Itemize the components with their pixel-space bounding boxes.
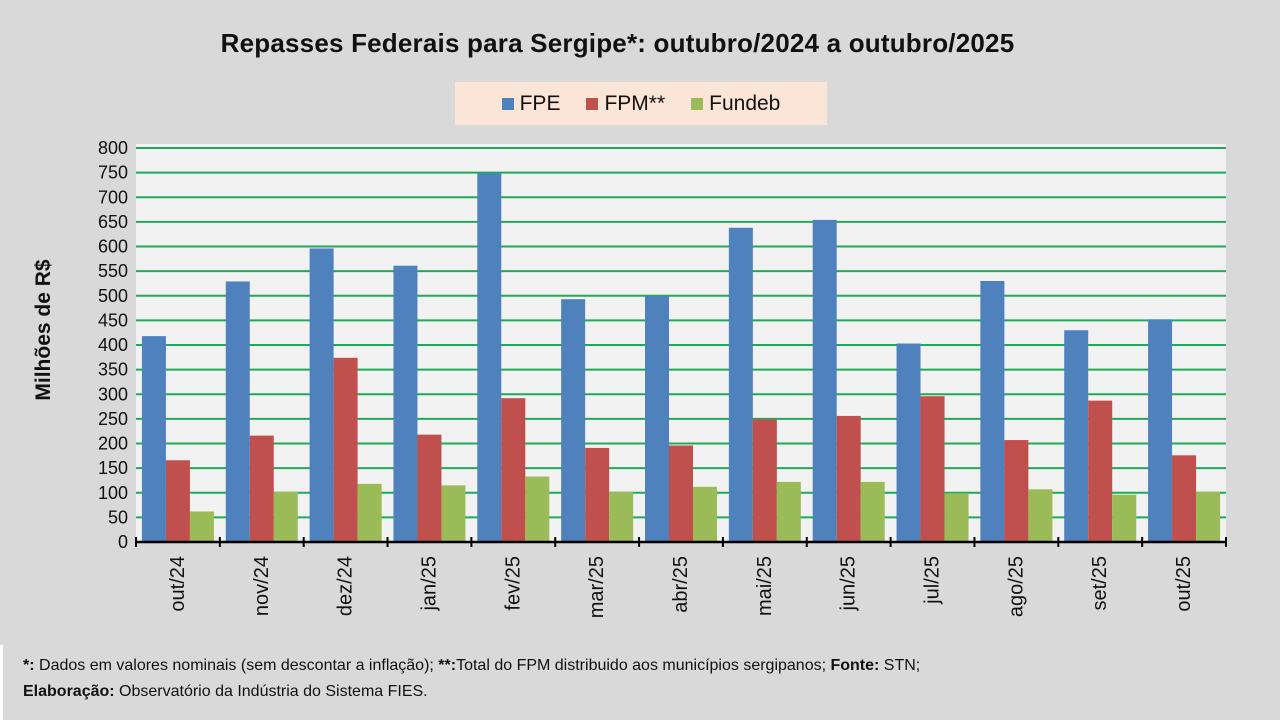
legend-item-fpm: FPM** bbox=[586, 92, 665, 116]
y-tick-label: 150 bbox=[98, 458, 128, 478]
legend-item-fpe: FPE bbox=[501, 91, 561, 116]
bar-fpm-fev-25 bbox=[501, 398, 526, 542]
x-tick-label: nov/24 bbox=[251, 556, 273, 616]
y-tick-label: 500 bbox=[98, 286, 128, 306]
bar-fpe-abr-25 bbox=[645, 296, 669, 542]
bar-fundeb-set-25 bbox=[1112, 494, 1137, 542]
x-tick-label: dez/24 bbox=[335, 556, 357, 616]
bar-fpe-fev-25 bbox=[477, 173, 502, 542]
x-tick-label: fev/25 bbox=[502, 556, 524, 610]
y-tick-label: 250 bbox=[98, 409, 128, 429]
bar-fpe-jan-25 bbox=[393, 265, 418, 542]
y-tick-label: 100 bbox=[98, 483, 128, 503]
legend-label-fundeb: Fundeb bbox=[709, 91, 781, 115]
bar-fundeb-fev-25 bbox=[525, 476, 550, 542]
y-tick-label: 200 bbox=[98, 434, 128, 454]
legend-label-fpm: FPM** bbox=[604, 91, 666, 115]
y-tick-label: 700 bbox=[98, 187, 128, 207]
legend-swatch-fundeb bbox=[691, 97, 704, 110]
bar-fundeb-ago-25 bbox=[1028, 489, 1053, 542]
x-tick-label: set/25 bbox=[1089, 556, 1111, 610]
bar-fpe-ago-25 bbox=[980, 280, 1005, 542]
bar-fpe-nov-24 bbox=[225, 281, 250, 542]
bar-fundeb-jan-25 bbox=[441, 485, 466, 542]
x-tick-label: jul/25 bbox=[922, 556, 944, 605]
bar-fpe-mar-25 bbox=[561, 299, 586, 542]
bar-fpm-dez-24 bbox=[333, 357, 358, 542]
bar-fundeb-jul-25 bbox=[944, 493, 969, 542]
legend-swatch-fpm bbox=[586, 97, 599, 110]
bar-fpm-nov-24 bbox=[249, 435, 274, 542]
x-tick-label: out/24 bbox=[167, 556, 189, 612]
bar-fpm-mai-25 bbox=[752, 419, 777, 542]
bar-fundeb-nov-24 bbox=[273, 491, 298, 542]
bar-fpm-jul-25 bbox=[920, 396, 945, 542]
bar-fpm-ago-25 bbox=[1004, 440, 1029, 542]
y-tick-label: 400 bbox=[98, 335, 128, 355]
bar-fundeb-dez-24 bbox=[357, 483, 382, 542]
legend-swatch-fpe bbox=[501, 97, 514, 110]
bar-fpe-out-25 bbox=[1148, 319, 1173, 542]
bar-fundeb-out-24 bbox=[189, 511, 214, 542]
bar-fpm-set-25 bbox=[1088, 400, 1113, 542]
footnote-text-elaboration: Observatório da Indústria do Sistema FIE… bbox=[114, 683, 428, 700]
bar-fundeb-out-25 bbox=[1196, 491, 1221, 542]
x-tick-label: mar/25 bbox=[586, 556, 608, 618]
bar-fundeb-mar-25 bbox=[609, 491, 634, 542]
bar-fpe-out-24 bbox=[141, 336, 166, 542]
footnote-text-nominal: Dados em valores nominais (sem descontar… bbox=[34, 657, 439, 674]
footnote-text-source: STN; bbox=[879, 657, 921, 674]
bar-fpe-jul-25 bbox=[896, 343, 921, 542]
bar-fpm-mar-25 bbox=[585, 447, 610, 542]
bar-fpm-jun-25 bbox=[836, 415, 861, 542]
x-tick-label: ago/25 bbox=[1005, 556, 1027, 617]
bar-fpe-jun-25 bbox=[812, 219, 837, 542]
chart-legend: FPE FPM** Fundeb bbox=[455, 82, 827, 125]
footnote-marker-source: Fonte: bbox=[830, 657, 880, 674]
footnote-marker-double-asterisk: **: bbox=[438, 657, 457, 674]
bar-fpe-set-25 bbox=[1064, 330, 1089, 542]
y-tick-label: 550 bbox=[98, 261, 128, 281]
y-tick-label: 800 bbox=[98, 138, 128, 158]
bar-fpm-abr-25 bbox=[669, 445, 693, 542]
y-tick-label: 300 bbox=[98, 384, 128, 404]
bar-fundeb-jun-25 bbox=[860, 481, 885, 542]
chart-title: Repasses Federais para Sergipe*: outubro… bbox=[220, 28, 1015, 58]
footnote-text-fpm: Total do FPM distribuido aos municípios … bbox=[456, 657, 831, 674]
y-tick-label: 650 bbox=[98, 212, 128, 232]
bar-fpm-jan-25 bbox=[417, 434, 442, 542]
bar-fundeb-abr-25 bbox=[693, 486, 717, 542]
y-tick-label: 0 bbox=[118, 532, 128, 552]
x-tick-label: jan/25 bbox=[418, 556, 440, 612]
footnote-marker-asterisk: *: bbox=[23, 657, 35, 674]
x-tick-label: jun/25 bbox=[838, 556, 860, 612]
bar-fpe-dez-24 bbox=[309, 248, 334, 542]
bar-fundeb-mai-25 bbox=[776, 481, 801, 542]
y-tick-label: 600 bbox=[98, 237, 128, 257]
footnote: *: Dados em valores nominais (sem descon… bbox=[0, 645, 1280, 720]
bar-fpe-mai-25 bbox=[728, 227, 753, 542]
y-tick-label: 750 bbox=[98, 163, 128, 183]
x-tick-label: abr/25 bbox=[670, 556, 692, 613]
bar-fpm-out-25 bbox=[1172, 455, 1197, 542]
footnote-line-2: Elaboração: Observatório da Indústria do… bbox=[23, 679, 1280, 705]
y-tick-label: 450 bbox=[98, 310, 128, 330]
y-tick-label: 50 bbox=[108, 507, 128, 527]
y-tick-label: 350 bbox=[98, 360, 128, 380]
footnote-marker-elaboration: Elaboração: bbox=[23, 683, 115, 700]
x-tick-label: out/25 bbox=[1173, 556, 1195, 612]
x-tick-label: mai/25 bbox=[754, 556, 776, 616]
legend-item-fundeb: Fundeb bbox=[691, 92, 780, 116]
bar-fpm-out-24 bbox=[165, 460, 190, 542]
footnote-line-1: *: Dados em valores nominais (sem descon… bbox=[23, 653, 1280, 679]
legend-label-fpe: FPE bbox=[519, 91, 561, 115]
